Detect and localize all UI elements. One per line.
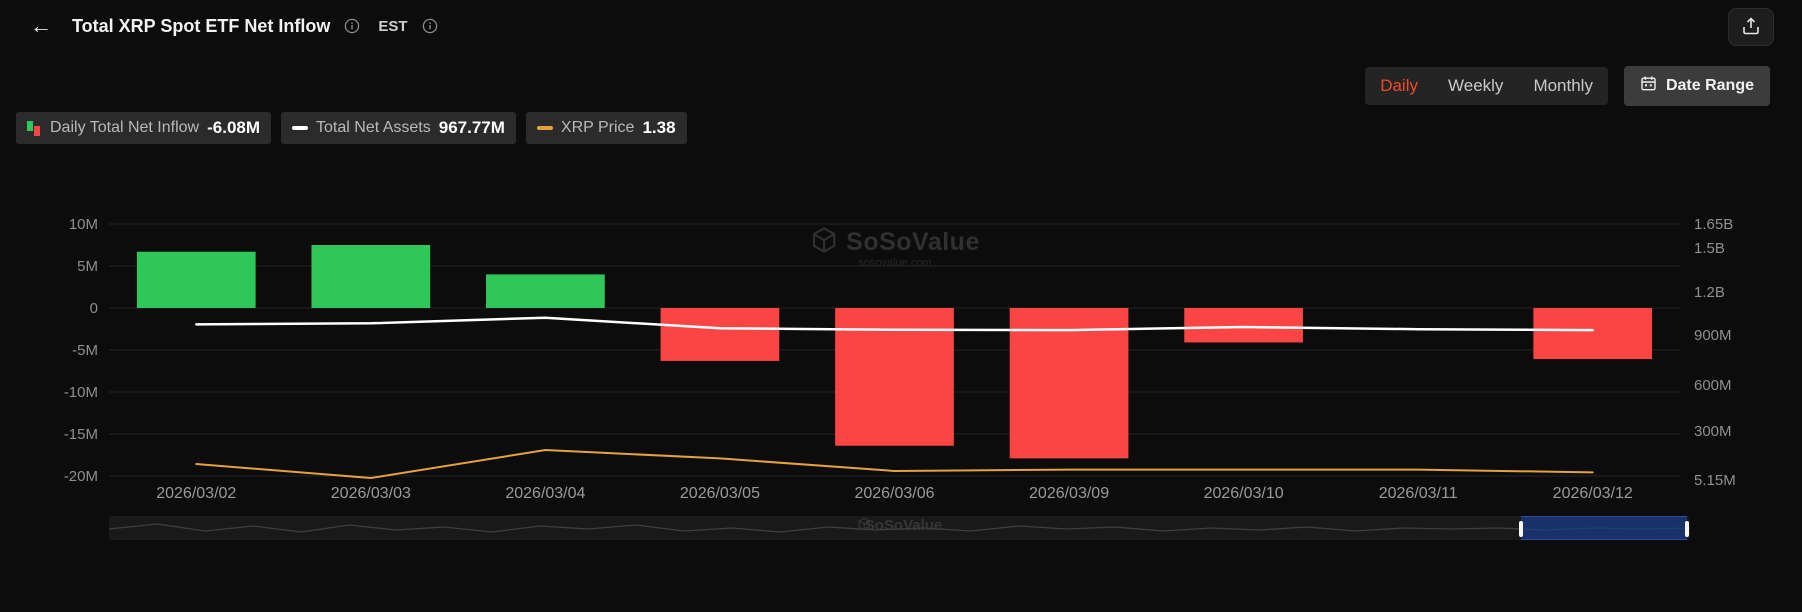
svg-text:5M: 5M: [77, 258, 98, 275]
timezone-info-icon[interactable]: [422, 18, 438, 34]
legend-label: XRP Price: [560, 119, 635, 136]
svg-text:1.2B: 1.2B: [1694, 284, 1725, 301]
tab-weekly[interactable]: Weekly: [1433, 67, 1518, 105]
legend-item-xrp-price[interactable]: XRP Price 1.38: [525, 112, 687, 144]
svg-text:0: 0: [90, 300, 98, 317]
assets-line-icon: [292, 126, 309, 130]
svg-text:5.15M: 5.15M: [1694, 472, 1736, 489]
minimap-sparkline: [109, 523, 1690, 533]
legend-value: -6.08M: [207, 118, 261, 137]
minimap-selection[interactable]: [1519, 516, 1689, 540]
main-chart[interactable]: 10M 5M 0 -5M -10M -15M -20M 1.65B 1.5B 1.2B 900M 60…: [0, 198, 1802, 510]
tab-daily[interactable]: Daily: [1365, 67, 1433, 105]
svg-text:2026/03/11: 2026/03/11: [1379, 485, 1458, 502]
date-range-button[interactable]: Date Range: [1623, 66, 1770, 106]
price-line-icon: [536, 126, 553, 130]
chart-legend: Daily Total Net Inflow -6.08M Total Net …: [16, 112, 687, 144]
svg-text:2026/03/05: 2026/03/05: [680, 485, 760, 502]
tab-monthly[interactable]: Monthly: [1518, 67, 1608, 105]
interval-tabs: Daily Weekly Monthly: [1365, 67, 1608, 105]
legend-value: 967.77M: [438, 118, 505, 137]
page-title: Total XRP Spot ETF Net Inflow: [72, 15, 331, 36]
legend-item-net-inflow[interactable]: Daily Total Net Inflow -6.08M: [16, 112, 272, 144]
share-icon: [1741, 16, 1761, 39]
timezone-label: EST: [378, 17, 408, 35]
svg-text:2026/03/12: 2026/03/12: [1553, 485, 1633, 502]
svg-text:-10M: -10M: [64, 384, 98, 401]
svg-text:600M: 600M: [1694, 377, 1732, 394]
back-button[interactable]: ←: [24, 11, 58, 41]
svg-text:2026/03/03: 2026/03/03: [331, 485, 411, 502]
svg-text:900M: 900M: [1694, 327, 1732, 344]
svg-text:-5M: -5M: [72, 342, 98, 359]
legend-label: Total Net Assets: [316, 119, 431, 136]
title-info-icon[interactable]: [344, 18, 360, 34]
svg-text:-15M: -15M: [64, 426, 98, 443]
svg-text:2026/03/02: 2026/03/02: [156, 485, 236, 502]
share-button[interactable]: [1728, 8, 1774, 46]
svg-text:2026/03/10: 2026/03/10: [1204, 485, 1284, 502]
svg-text:300M: 300M: [1694, 423, 1732, 440]
legend-value: 1.38: [642, 118, 676, 137]
svg-text:2026/03/04: 2026/03/04: [505, 485, 585, 502]
svg-text:1.5B: 1.5B: [1694, 240, 1725, 257]
legend-item-net-assets[interactable]: Total Net Assets 967.77M: [281, 112, 516, 144]
svg-text:2026/03/06: 2026/03/06: [854, 485, 934, 502]
calendar-icon: [1640, 75, 1657, 97]
svg-text:2026/03/09: 2026/03/09: [1029, 485, 1109, 502]
chart-controls: Daily Weekly Monthly Date Range: [1365, 66, 1770, 106]
svg-text:10M: 10M: [69, 216, 98, 233]
legend-label: Daily Total Net Inflow: [50, 119, 200, 136]
svg-text:-20M: -20M: [64, 468, 98, 485]
svg-text:1.65B: 1.65B: [1694, 216, 1733, 233]
minimap-scrollbar[interactable]: SoSoValue: [109, 516, 1690, 540]
minimap-right-handle[interactable]: [1685, 521, 1689, 537]
date-range-label: Date Range: [1665, 77, 1754, 94]
minimap-left-handle[interactable]: [1519, 521, 1523, 537]
header: ← Total XRP Spot ETF Net Inflow EST: [0, 0, 1802, 52]
inflow-bars-icon: [27, 120, 42, 137]
